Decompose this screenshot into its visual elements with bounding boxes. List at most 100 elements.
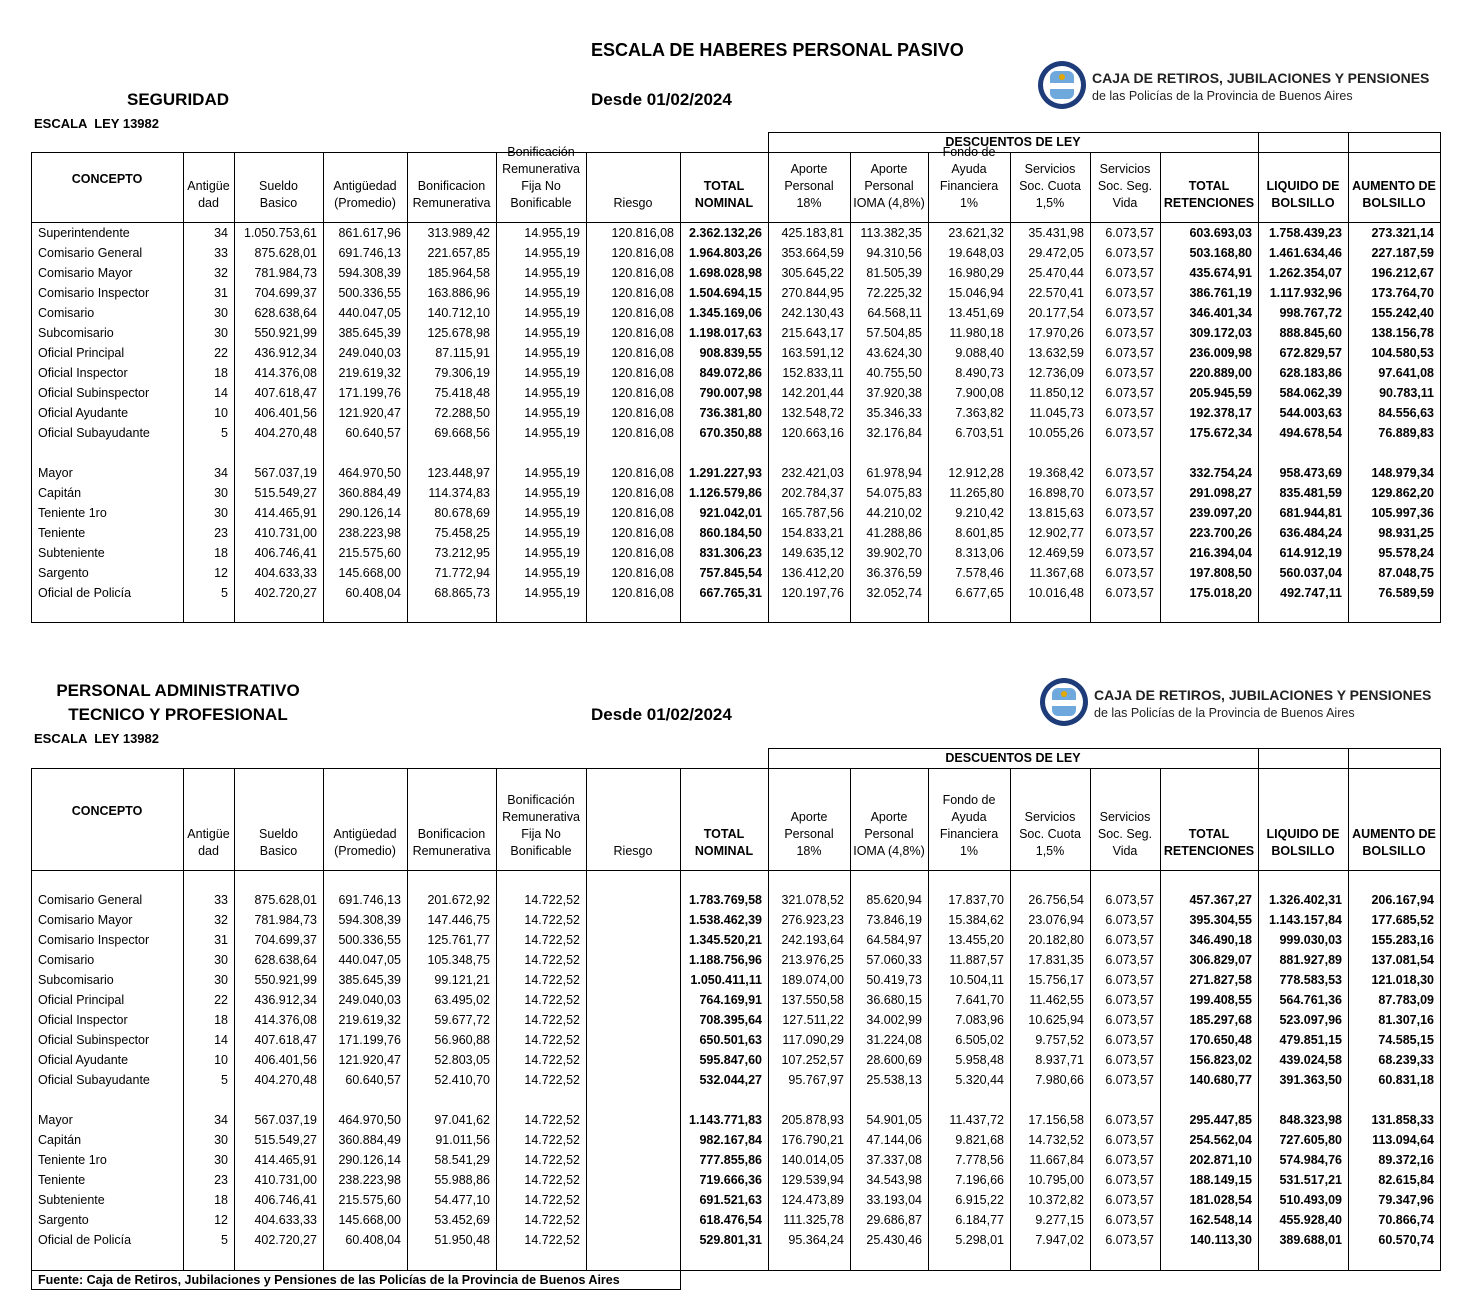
cell-value: 79.347,96 [1378, 1193, 1434, 1207]
cell-value: 95.364,24 [788, 1233, 844, 1247]
cell-value: 14.722,52 [524, 933, 580, 947]
cell-value: 6.073,57 [1105, 933, 1154, 947]
row-label: Oficial Principal [38, 993, 125, 1007]
cell-value: 510.493,09 [1279, 1193, 1342, 1207]
cell-value: 63.495,02 [434, 993, 490, 1007]
cell-value: 1.326.402,31 [1269, 893, 1342, 907]
column-header: IOMA (4,8%) [853, 196, 925, 210]
cell-value: 64.584,97 [866, 933, 922, 947]
cell-value: 220.889,00 [1189, 366, 1252, 380]
cell-value: 7.947,02 [1035, 1233, 1084, 1247]
column-header: Bonificacion [417, 179, 486, 193]
cell-value: 414.465,91 [254, 1153, 317, 1167]
rule [850, 152, 851, 622]
cell-value: 14.955,19 [524, 366, 580, 380]
rule [768, 132, 769, 152]
column-header: TOTAL [703, 827, 745, 841]
cell-value: 12 [214, 566, 228, 580]
cell-value: 41.288,86 [866, 526, 922, 540]
cell-value: 440.047,05 [338, 306, 401, 320]
cell-value: 1.143.771,83 [689, 1113, 762, 1127]
cell-value: 14.955,19 [524, 426, 580, 440]
cell-value: 515.549,27 [254, 1133, 317, 1147]
cell-value: 155.242,40 [1371, 306, 1434, 320]
column-header: RETENCIONES [1163, 196, 1255, 210]
column-header: Personal [784, 827, 834, 841]
cell-value: 5 [221, 1073, 228, 1087]
row-label: Comisario Inspector [38, 286, 150, 300]
cell-value: 346.490,18 [1189, 933, 1252, 947]
column-header: BOLSILLO [1271, 844, 1335, 858]
cell-value: 14.955,19 [524, 286, 580, 300]
cell-value: 215.575,60 [338, 1193, 401, 1207]
column-header: LIQUIDO DE [1266, 179, 1340, 193]
cell-value: 32 [214, 266, 228, 280]
rule [1258, 768, 1259, 1270]
row-label: Oficial Principal [38, 346, 125, 360]
cell-value: 560.037,04 [1279, 566, 1342, 580]
cell-value: 6.073,57 [1105, 1073, 1154, 1087]
cell-value: 142.201,44 [781, 386, 844, 400]
cell-value: 567.037,19 [254, 466, 317, 480]
rule [1440, 768, 1441, 1270]
cell-value: 155.283,16 [1371, 933, 1434, 947]
rule [1440, 152, 1441, 622]
cell-value: 242.193,64 [781, 933, 844, 947]
cell-value: 124.473,89 [781, 1193, 844, 1207]
cell-value: 113.094,64 [1372, 1133, 1434, 1147]
cell-value: 1.345.520,21 [689, 933, 762, 947]
cell-value: 7.778,56 [955, 1153, 1004, 1167]
cell-value: 436.912,34 [254, 346, 317, 360]
column-header: Antigüedad [333, 179, 397, 193]
cell-value: 52.410,70 [434, 1073, 490, 1087]
cell-value: 6.073,57 [1105, 1133, 1154, 1147]
cell-value: 213.976,25 [781, 953, 844, 967]
cell-value: 148.979,34 [1371, 466, 1434, 480]
row-label: Comisario General [38, 893, 143, 907]
rule [1160, 768, 1161, 1270]
cell-value: 136.412,20 [781, 566, 844, 580]
column-header: NOMINAL [694, 196, 754, 210]
cell-value: 564.761,36 [1279, 993, 1342, 1007]
cell-value: 603.693,03 [1189, 226, 1252, 240]
group-header: DESCUENTOS DE LEY [945, 751, 1081, 765]
row-label: Teniente 1ro [38, 1153, 107, 1167]
row-label: Capitán [38, 486, 82, 500]
cell-value: 238.223,98 [338, 1173, 401, 1187]
cell-value: 7.083,96 [955, 1013, 1004, 1027]
cell-value: 71.772,94 [434, 566, 490, 580]
cell-value: 30 [214, 486, 228, 500]
cell-value: 777.855,86 [699, 1153, 762, 1167]
cell-value: 30 [214, 953, 228, 967]
cell-value: 464.970,50 [338, 1113, 401, 1127]
cell-value: 171.199,76 [338, 1033, 401, 1047]
column-header: Bonificación [507, 145, 575, 159]
cell-value: 18 [214, 1193, 228, 1207]
cell-value: 120.816,08 [611, 486, 674, 500]
cell-value: 11.462,55 [1029, 993, 1084, 1007]
cell-value: 14.722,52 [524, 1033, 580, 1047]
cell-value: 503.168,80 [1189, 246, 1252, 260]
rule [31, 768, 1440, 769]
cell-value: 670.350,88 [699, 426, 762, 440]
page-title: ESCALA DE HABERES PERSONAL PASIVO [591, 40, 964, 60]
cell-value: 831.306,23 [699, 546, 762, 560]
cell-value: 219.619,32 [338, 1013, 401, 1027]
cell-value: 95.578,24 [1378, 546, 1434, 560]
cell-value: 10.372,82 [1028, 1193, 1084, 1207]
row-label: Oficial Subinspector [38, 1033, 150, 1047]
cell-value: 273.321,14 [1371, 226, 1434, 240]
cell-value: 120.816,08 [611, 306, 674, 320]
cell-value: 120.197,76 [781, 586, 844, 600]
cell-value: 242.130,43 [781, 306, 844, 320]
cell-value: 73.846,19 [866, 913, 922, 927]
cell-value: 515.549,27 [254, 486, 317, 500]
cell-value: 14.955,19 [524, 546, 580, 560]
cell-value: 860.184,50 [699, 526, 762, 540]
cell-value: 205.878,93 [781, 1113, 844, 1127]
cell-value: 414.376,08 [254, 366, 317, 380]
cell-value: 131.858,33 [1371, 1113, 1434, 1127]
cell-value: 6.073,57 [1105, 366, 1154, 380]
cell-value: 6.073,57 [1105, 1173, 1154, 1187]
